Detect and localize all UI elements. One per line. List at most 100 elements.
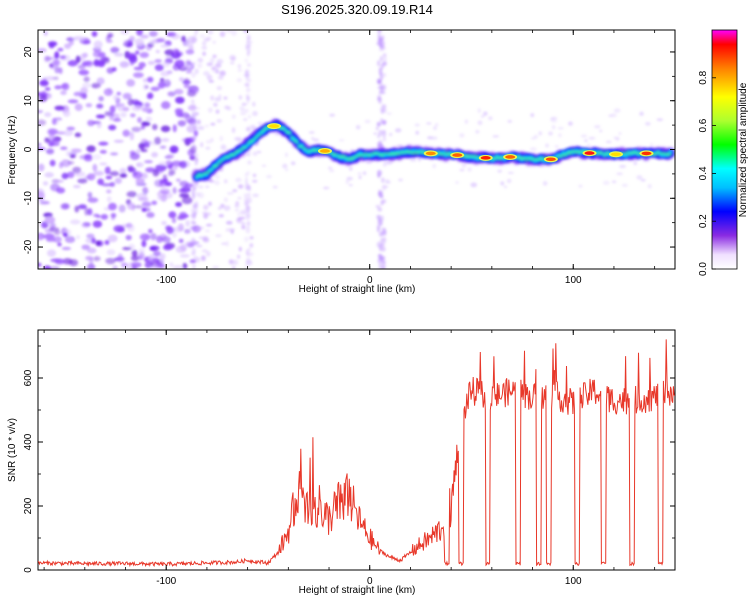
noise-speckle <box>204 124 210 128</box>
noise-speckle <box>308 131 315 134</box>
trace-point <box>561 153 565 157</box>
noise-speckle <box>226 192 234 195</box>
trace-point <box>625 151 628 154</box>
noise-speckle <box>78 69 90 76</box>
noise-speckle <box>215 175 220 179</box>
noise-speckle <box>155 49 160 54</box>
noise-speckle <box>104 166 111 175</box>
streak-speckle <box>192 187 197 191</box>
noise-speckle <box>237 196 242 200</box>
noise-speckle <box>203 204 209 211</box>
noise-speckle <box>114 177 122 184</box>
trace-point <box>378 153 381 156</box>
noise-speckle <box>87 197 99 203</box>
noise-speckle <box>174 59 185 68</box>
noise-speckle <box>240 221 246 225</box>
noise-speckle <box>640 178 646 182</box>
noise-speckle <box>64 236 76 244</box>
noise-speckle <box>346 176 353 181</box>
noise-speckle <box>111 217 116 221</box>
noise-speckle <box>223 197 229 203</box>
streak-speckle <box>246 97 250 105</box>
noise-speckle <box>152 250 161 257</box>
noise-speckle <box>120 62 128 68</box>
trace-point <box>405 150 408 153</box>
trace-point <box>439 152 443 156</box>
noise-speckle <box>103 88 114 97</box>
noise-speckle <box>249 236 254 240</box>
noise-speckle <box>98 141 109 146</box>
noise-speckle <box>129 152 140 160</box>
noise-speckle <box>93 213 99 218</box>
colorbar-gradient <box>711 29 738 270</box>
noise-speckle <box>434 122 439 127</box>
streak-speckle <box>191 143 196 147</box>
noise-speckle <box>234 137 240 141</box>
noise-speckle <box>52 179 64 184</box>
streak-speckle <box>382 135 387 142</box>
noise-speckle <box>38 142 42 147</box>
noise-speckle <box>602 180 610 185</box>
noise-speckle <box>183 83 190 89</box>
streak-speckle <box>245 108 249 113</box>
streak-speckle <box>192 145 197 149</box>
noise-speckle <box>639 111 644 116</box>
streak-speckle <box>382 119 387 125</box>
trace-hotspot <box>425 151 436 156</box>
noise-speckle <box>146 211 155 218</box>
trace-point <box>601 151 604 154</box>
noise-speckle <box>102 57 110 64</box>
noise-speckle <box>54 106 65 112</box>
noise-speckle <box>139 52 149 59</box>
noise-speckle <box>39 200 50 205</box>
noise-speckle <box>79 92 87 99</box>
noise-speckle <box>204 185 210 189</box>
bottom-y-axis-label: SNR (10 * v/v) <box>7 418 18 482</box>
noise-speckle <box>47 41 58 47</box>
noise-speckle <box>178 188 186 193</box>
streak-speckle <box>381 246 387 252</box>
noise-speckle <box>74 171 86 177</box>
noise-speckle <box>136 148 141 154</box>
noise-speckle <box>179 193 190 198</box>
trace-point <box>668 149 673 155</box>
noise-speckle <box>152 38 160 44</box>
streak-speckle <box>194 200 199 206</box>
noise-speckle <box>67 99 79 104</box>
noise-speckle <box>613 108 621 113</box>
trace-point <box>532 157 535 160</box>
trace-hotspot <box>505 155 516 159</box>
trace-point <box>344 155 347 159</box>
noise-speckle <box>92 154 102 160</box>
noise-speckle <box>230 61 235 65</box>
noise-speckle <box>216 58 224 65</box>
noise-speckle <box>100 214 108 220</box>
trace-point <box>469 154 472 158</box>
noise-speckle <box>578 184 583 188</box>
noise-speckle <box>110 152 119 156</box>
streak-speckle <box>379 43 385 50</box>
streak-speckle <box>381 199 387 204</box>
noise-speckle <box>237 254 241 259</box>
trace-point <box>657 150 660 154</box>
noise-speckle <box>185 220 190 227</box>
noise-speckle <box>44 87 51 91</box>
noise-speckle <box>54 51 60 60</box>
noise-speckle <box>633 161 638 166</box>
noise-speckle <box>243 118 248 121</box>
noise-speckle <box>219 31 226 38</box>
noise-speckle <box>211 66 217 71</box>
noise-speckle <box>120 262 128 268</box>
trace-hotspot <box>545 157 556 162</box>
trace-point <box>300 145 303 148</box>
noise-speckle <box>137 255 143 261</box>
noise-speckle <box>584 139 588 142</box>
streak-speckle <box>248 79 252 83</box>
trace-point <box>410 151 413 155</box>
streak-speckle <box>193 255 198 262</box>
streak-speckle <box>381 228 387 234</box>
noise-speckle <box>212 54 217 59</box>
trace-point <box>398 152 401 155</box>
streak-speckle <box>247 184 252 192</box>
